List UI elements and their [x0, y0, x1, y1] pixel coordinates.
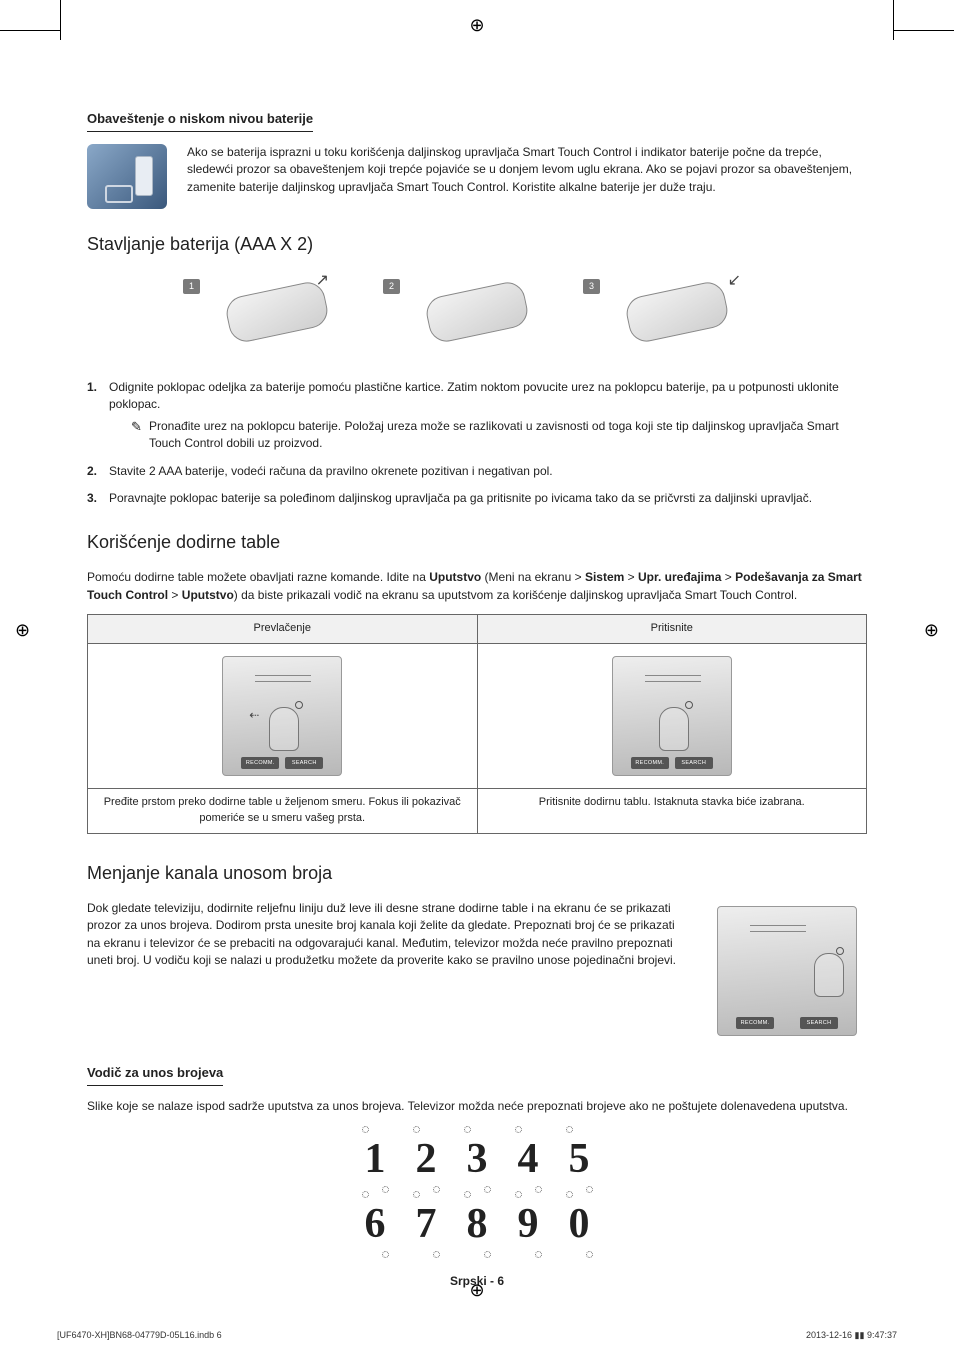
search-button-label: SEARCH: [285, 757, 323, 769]
digit-glyph: 0: [569, 1194, 590, 1255]
battery-diagram-step: 3 ↙: [607, 271, 747, 351]
step-note-text: Pronađite urez na poklopcu baterije. Pol…: [149, 419, 839, 450]
recomm-button-label: RECOMM.: [631, 757, 669, 769]
digit-glyph: 6: [365, 1194, 386, 1255]
heading-channel-number: Menjanje kanala unosom broja: [87, 860, 867, 886]
digit-glyph: 7: [416, 1194, 437, 1255]
crop-mark-icon: [893, 0, 894, 40]
touchpad-side-icon: RECOMM. SEARCH: [717, 906, 857, 1036]
digit-glyph: 5: [569, 1129, 590, 1190]
touchpad-gestures-table: Prevlačenje Pritisnite ⇠ RECOMM. SEARCH: [87, 614, 867, 834]
document-page: Obaveštenje o niskom nivou baterije Ako …: [87, 110, 867, 1290]
print-job-footer: [UF6470-XH]BN68-04779D-05L16.indb 6 2013…: [57, 1330, 897, 1341]
channel-number-text: Dok gledate televiziju, dodirnite reljef…: [87, 900, 683, 970]
press-caption: Pritisnite dodirnu tablu. Istaknuta stav…: [477, 789, 867, 834]
search-button-label: SEARCH: [800, 1017, 838, 1029]
number-guide-row: 1 2 3 4 5: [87, 1129, 867, 1190]
registration-mark-icon: ⊕: [469, 15, 484, 36]
table-cell-swipe-illustration: ⇠ RECOMM. SEARCH: [88, 644, 478, 789]
step-number: 1.: [87, 379, 97, 396]
heading-insert-batteries: Stavljanje baterija (AAA X 2): [87, 231, 867, 257]
digit-glyph: 3: [467, 1129, 488, 1190]
table-cell-press-illustration: RECOMM. SEARCH: [477, 644, 867, 789]
crop-mark-icon: [60, 0, 61, 40]
crop-mark-icon: [894, 30, 954, 31]
list-item: 3. Poravnajte poklopac baterije sa poleđ…: [87, 490, 867, 507]
low-battery-icon: [87, 144, 167, 209]
print-timestamp: 2013-12-16 ▮▮ 9:47:37: [806, 1330, 897, 1341]
crop-mark-icon: [0, 30, 60, 31]
digit-glyph: 4: [518, 1129, 539, 1190]
list-item: 2. Stavite 2 AAA baterije, vodeći računa…: [87, 463, 867, 480]
lift-arrow-icon: ↗: [316, 269, 329, 292]
touchpad-swipe-icon: ⇠ RECOMM. SEARCH: [222, 656, 342, 776]
number-guide-row: 6 7 8 9 0: [87, 1194, 867, 1255]
table-header-press: Pritisnite: [477, 615, 867, 644]
registration-mark-icon: ⊕: [469, 1280, 484, 1301]
digit-glyph: 8: [467, 1194, 488, 1255]
heading-battery-notice: Obaveštenje o niskom nivou baterije: [87, 110, 313, 132]
touchpad-press-icon: RECOMM. SEARCH: [612, 656, 732, 776]
diagram-step-number: 2: [383, 279, 400, 294]
step-text: Odignite poklopac odeljka za baterije po…: [109, 380, 839, 411]
diagram-step-number: 3: [583, 279, 600, 294]
battery-notice-text: Ako se baterija isprazni u toku korišćen…: [187, 144, 867, 209]
battery-diagram-step: 2: [407, 271, 547, 351]
print-filename: [UF6470-XH]BN68-04779D-05L16.indb 6: [57, 1330, 222, 1341]
battery-diagram-row: 1 ↗ 2 3 ↙: [87, 271, 867, 351]
table-header-swipe: Prevlačenje: [88, 615, 478, 644]
number-guide-text: Slike koje se nalaze ispod sadrže uputst…: [87, 1098, 867, 1115]
step-number: 3.: [87, 490, 97, 507]
recomm-button-label: RECOMM.: [736, 1017, 774, 1029]
touchpad-intro: Pomoću dodirne table možete obavljati ra…: [87, 569, 867, 604]
registration-mark-icon: ⊕: [15, 620, 30, 641]
diagram-step-number: 1: [183, 279, 200, 294]
step-text: Stavite 2 AAA baterije, vodeći računa da…: [109, 464, 553, 478]
heading-touchpad: Korišćenje dodirne table: [87, 529, 867, 555]
list-item: 1. Odignite poklopac odeljka za baterije…: [87, 379, 867, 453]
swipe-caption: Pređite prstom preko dodirne table u žel…: [88, 789, 478, 834]
step-text: Poravnajte poklopac baterije sa poleđino…: [109, 491, 812, 505]
registration-mark-icon: ⊕: [924, 620, 939, 641]
battery-diagram-step: 1 ↗: [207, 271, 347, 351]
heading-number-guide: Vodič za unos brojeva: [87, 1064, 223, 1086]
search-button-label: SEARCH: [675, 757, 713, 769]
digit-glyph: 9: [518, 1194, 539, 1255]
step-number: 2.: [87, 463, 97, 480]
digit-glyph: 2: [416, 1129, 437, 1190]
insert-steps-list: 1. Odignite poklopac odeljka za baterije…: [87, 379, 867, 507]
press-arrow-icon: ↙: [728, 269, 741, 292]
digit-glyph: 1: [365, 1129, 386, 1190]
note-icon: ✎: [131, 418, 142, 437]
recomm-button-label: RECOMM.: [241, 757, 279, 769]
